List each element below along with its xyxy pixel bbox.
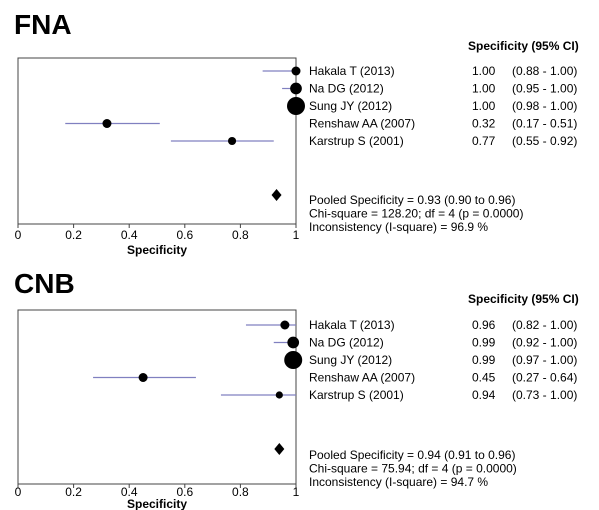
study-name: Renshaw AA (2007) xyxy=(309,117,415,131)
point-estimate xyxy=(290,82,302,95)
x-tick-label: 0.8 xyxy=(232,228,249,242)
study-ci: (0.88 - 1.00) xyxy=(512,64,577,78)
study-name: Hakala T (2013) xyxy=(309,318,395,332)
x-tick-label: 0.6 xyxy=(176,485,193,499)
panel-title: FNA xyxy=(14,9,72,40)
x-tick-label: 0.8 xyxy=(232,485,249,499)
x-tick-label: 0.2 xyxy=(65,485,82,499)
study-estimate: 0.77 xyxy=(472,134,496,148)
pooled-diamond xyxy=(271,189,282,201)
pooled-diamond xyxy=(274,443,285,455)
study-name: Karstrup S (2001) xyxy=(309,388,404,402)
point-estimate xyxy=(287,97,305,115)
forest-panel-cnb: CNB Specificity (95% CI) 0 0.2 0.4 0.6 0.8 1 Spe… xyxy=(14,268,579,510)
x-axis-label: Specificity xyxy=(127,243,187,257)
study-name: Renshaw AA (2007) xyxy=(309,371,415,385)
study-name: Karstrup S (2001) xyxy=(309,134,404,148)
plot-frame xyxy=(17,57,297,225)
point-estimate xyxy=(102,119,112,128)
study-ci: (0.92 - 1.00) xyxy=(512,336,577,350)
study-ci: (0.82 - 1.00) xyxy=(512,318,577,332)
pooled-stat-line: Chi-square = 128.20; df = 4 (p = 0.0000) xyxy=(309,207,523,221)
panel-title: CNB xyxy=(14,268,75,299)
point-estimate xyxy=(287,336,300,349)
study-estimate: 0.99 xyxy=(472,336,496,350)
x-tick-label: 0 xyxy=(15,485,22,499)
x-tick-label: 0.6 xyxy=(176,228,193,242)
pooled-stat-line: Inconsistency (I-square) = 94.7 % xyxy=(309,475,488,489)
point-estimate xyxy=(138,373,148,382)
column-header: Specificity (95% CI) xyxy=(468,292,579,306)
study-ci: (0.55 - 0.92) xyxy=(512,134,577,148)
pooled-stat-line: Pooled Specificity = 0.94 (0.91 to 0.96) xyxy=(309,448,515,462)
point-estimate xyxy=(228,136,237,146)
study-estimate: 0.32 xyxy=(472,117,496,131)
study-estimate: 0.94 xyxy=(472,388,496,402)
study-ci: (0.73 - 1.00) xyxy=(512,388,577,402)
study-estimate: 1.00 xyxy=(472,64,496,78)
study-name: Sung JY (2012) xyxy=(309,353,392,367)
study-ci: (0.17 - 0.51) xyxy=(512,117,577,131)
study-estimate: 0.99 xyxy=(472,353,496,367)
forest-panel-fna: FNA Specificity (95% CI) 0 0.2 0.4 0.6 0.8 1 Spe… xyxy=(14,9,579,257)
pooled-stat-line: Pooled Specificity = 0.93 (0.90 to 0.96) xyxy=(309,193,515,207)
pooled-stat-line: Inconsistency (I-square) = 96.9 % xyxy=(309,220,488,234)
point-estimate xyxy=(284,351,303,369)
x-tick-label: 0.2 xyxy=(65,228,82,242)
study-ci: (0.98 - 1.00) xyxy=(512,99,577,113)
x-tick-label: 0.4 xyxy=(121,485,138,499)
x-tick-label: 1 xyxy=(293,485,300,499)
column-header: Specificity (95% CI) xyxy=(468,39,579,53)
study-estimate: 0.45 xyxy=(472,371,496,385)
point-estimate xyxy=(275,391,283,399)
study-estimate: 1.00 xyxy=(472,99,496,113)
study-estimate: 0.96 xyxy=(472,318,496,332)
x-tick-label: 1 xyxy=(293,228,300,242)
x-axis-label: Specificity xyxy=(127,497,187,510)
x-tick-label: 0 xyxy=(15,228,22,242)
study-name: Sung JY (2012) xyxy=(309,99,392,113)
point-estimate xyxy=(280,320,290,330)
study-ci: (0.97 - 1.00) xyxy=(512,353,577,367)
plot-frame xyxy=(17,309,297,485)
point-estimate xyxy=(291,66,301,76)
study-ci: (0.27 - 0.64) xyxy=(512,371,577,385)
pooled-stat-line: Chi-square = 75.94; df = 4 (p = 0.0000) xyxy=(309,462,517,476)
study-estimate: 1.00 xyxy=(472,82,496,96)
study-name: Na DG (2012) xyxy=(309,82,384,96)
study-name: Na DG (2012) xyxy=(309,336,384,350)
study-name: Hakala T (2013) xyxy=(309,64,395,78)
x-tick-label: 0.4 xyxy=(121,228,138,242)
study-ci: (0.95 - 1.00) xyxy=(512,82,577,96)
